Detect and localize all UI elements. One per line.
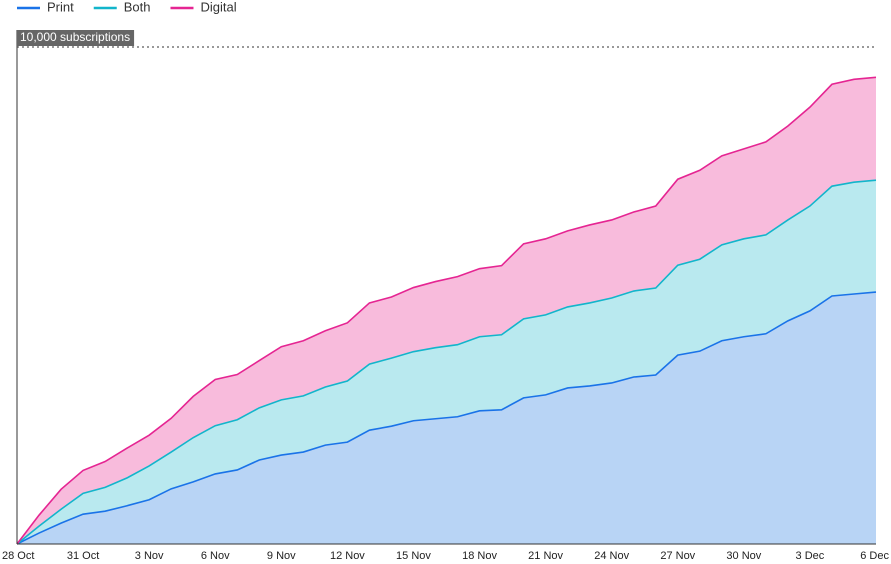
series-line [16, 291, 877, 545]
x-tick-label: 12 Nov [330, 550, 365, 562]
x-tick-label: 6 Nov [201, 550, 230, 562]
legend-label: Digital [200, 0, 236, 14]
x-tick-label: 3 Nov [135, 550, 164, 562]
x-tick-label: 27 Nov [660, 550, 695, 562]
series-line [16, 179, 877, 545]
x-tick-label: 18 Nov [462, 550, 497, 562]
area-fill [17, 180, 876, 545]
area-fill [17, 77, 876, 544]
x-tick-label: 21 Nov [528, 550, 563, 562]
x-tick-label: 9 Nov [267, 550, 296, 562]
legend-label: Both [124, 0, 151, 14]
x-tick-label: 30 Nov [726, 550, 761, 562]
legend-label: Print [47, 0, 74, 14]
x-tick-label: 6 Dec [860, 550, 889, 562]
series-line [16, 76, 877, 545]
x-tick-label: 24 Nov [594, 550, 629, 562]
x-tick-label: 31 Oct [67, 550, 99, 562]
y-tick-label-box [17, 30, 135, 46]
y-tick-label: 10,000 subscriptions [20, 30, 130, 44]
x-tick-label: 28 Oct [2, 550, 34, 562]
x-tick-label: 3 Dec [796, 550, 825, 562]
x-tick-label: 15 Nov [396, 550, 431, 562]
